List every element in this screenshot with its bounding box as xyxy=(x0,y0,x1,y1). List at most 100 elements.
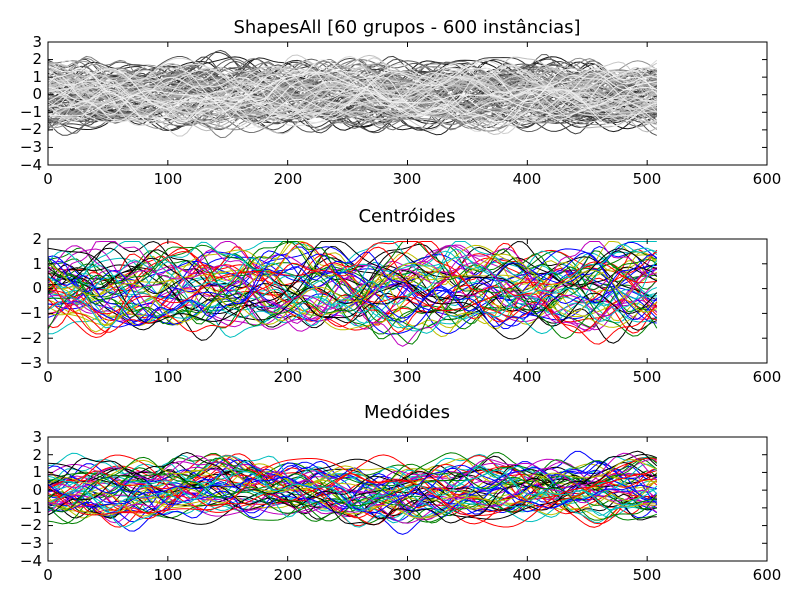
y-tick-label: 1 xyxy=(32,255,42,273)
x-tick-label: 600 xyxy=(753,368,782,386)
x-tick-label: 200 xyxy=(274,170,303,188)
series-line xyxy=(47,67,658,124)
x-tick-label: 400 xyxy=(513,368,542,386)
series-line xyxy=(47,260,657,332)
y-tick-label: 1 xyxy=(32,68,42,86)
y-tick-labels-shapesall: 3 2 1 0 −1 −2 −3 −4 xyxy=(20,33,42,174)
y-tick-label: −4 xyxy=(20,552,42,570)
x-tick-labels-medoides: 0 100 200 300 400 500 600 xyxy=(43,566,781,584)
series-line xyxy=(47,261,657,315)
series-lines-centroides xyxy=(47,240,658,347)
series-line xyxy=(47,240,657,331)
series-line xyxy=(47,452,658,524)
y-tick-labels-medoides: 3 2 1 0 −1 −2 −3 −4 xyxy=(20,428,42,570)
x-tick-label: 500 xyxy=(633,170,662,188)
x-tick-labels-centroides: 0 100 200 300 400 500 600 xyxy=(43,368,781,386)
y-tick-label: −4 xyxy=(20,156,42,174)
series-line xyxy=(47,248,658,329)
series-line xyxy=(47,68,658,122)
y-tick-label: 0 xyxy=(32,85,42,103)
series-line xyxy=(47,243,657,344)
series-line xyxy=(47,55,658,132)
axis-ticks-centroides xyxy=(47,238,768,364)
series-line xyxy=(47,458,657,519)
series-line xyxy=(47,458,657,521)
series-lines-medoides xyxy=(47,450,658,535)
series-line xyxy=(47,246,657,329)
y-tick-labels-centroides: 2 1 0 −1 −2 −3 xyxy=(20,230,42,372)
series-line xyxy=(47,76,657,115)
y-tick-label: −3 xyxy=(20,138,42,156)
y-tick-label: 0 xyxy=(32,481,42,499)
series-line xyxy=(47,54,658,136)
y-tick-label: −1 xyxy=(20,103,42,121)
x-tick-label: 100 xyxy=(154,566,183,584)
series-line xyxy=(47,465,657,520)
y-tick-label: −3 xyxy=(20,354,42,372)
x-tick-label: 500 xyxy=(633,566,662,584)
y-tick-label: −3 xyxy=(20,534,42,552)
y-tick-label: −2 xyxy=(20,329,42,347)
series-line xyxy=(47,456,658,522)
x-tick-label: 500 xyxy=(633,368,662,386)
series-line xyxy=(47,71,657,117)
y-tick-label: 3 xyxy=(32,33,42,51)
series-line xyxy=(47,458,657,528)
series-line xyxy=(47,241,658,345)
x-tick-label: 400 xyxy=(513,566,542,584)
series-line xyxy=(47,65,657,115)
y-tick-label: 3 xyxy=(32,428,42,446)
series-line xyxy=(47,63,657,129)
x-tick-label: 0 xyxy=(43,170,53,188)
y-tick-label: 2 xyxy=(32,446,42,464)
chart-title-medoides: Medóides xyxy=(364,402,450,423)
series-line xyxy=(47,63,658,126)
y-tick-label: −1 xyxy=(20,499,42,517)
panel-medoides: Medóides 0 100 200 300 400 500 600 3 2 1… xyxy=(20,402,781,584)
y-tick-label: 2 xyxy=(32,230,42,248)
series-line xyxy=(47,469,658,512)
x-tick-label: 200 xyxy=(274,566,303,584)
series-line xyxy=(47,450,658,526)
series-line xyxy=(47,241,658,334)
series-line xyxy=(47,251,658,328)
x-tick-label: 200 xyxy=(274,368,303,386)
x-tick-label: 0 xyxy=(43,566,53,584)
series-line xyxy=(47,257,658,319)
y-tick-label: −1 xyxy=(20,304,42,322)
x-tick-label: 0 xyxy=(43,368,53,386)
series-line xyxy=(47,246,658,334)
y-tick-label: 0 xyxy=(32,279,42,297)
series-line xyxy=(47,461,657,516)
series-line xyxy=(47,69,658,119)
series-line xyxy=(47,241,658,340)
series-line xyxy=(47,241,658,347)
series-line xyxy=(47,241,658,337)
chart-title-shapesall: ShapesAll [60 grupos - 600 instâncias] xyxy=(233,17,580,38)
x-tick-labels-shapesall: 0 100 200 300 400 500 600 xyxy=(43,170,781,188)
series-line xyxy=(47,64,657,120)
x-tick-label: 300 xyxy=(393,170,422,188)
axis-ticks-medoides xyxy=(47,436,768,562)
series-line xyxy=(47,67,658,122)
series-line xyxy=(47,72,657,117)
x-tick-label: 300 xyxy=(393,368,422,386)
series-line xyxy=(47,465,658,517)
series-line xyxy=(47,453,657,525)
series-line xyxy=(47,58,657,127)
x-tick-label: 100 xyxy=(154,170,183,188)
x-tick-label: 600 xyxy=(753,566,782,584)
series-line xyxy=(47,245,658,330)
x-tick-label: 100 xyxy=(154,368,183,386)
chart-title-centroides: Centróides xyxy=(358,206,455,227)
y-tick-label: −2 xyxy=(20,120,42,138)
series-line xyxy=(47,59,658,124)
series-line xyxy=(47,253,657,322)
panel-centroides: Centróides 0 100 200 300 400 500 600 2 1… xyxy=(20,206,781,386)
y-tick-label: 2 xyxy=(32,50,42,68)
series-line xyxy=(47,241,657,334)
axis-ticks-shapesall xyxy=(47,41,768,166)
x-tick-label: 400 xyxy=(513,170,542,188)
series-line xyxy=(47,69,658,122)
